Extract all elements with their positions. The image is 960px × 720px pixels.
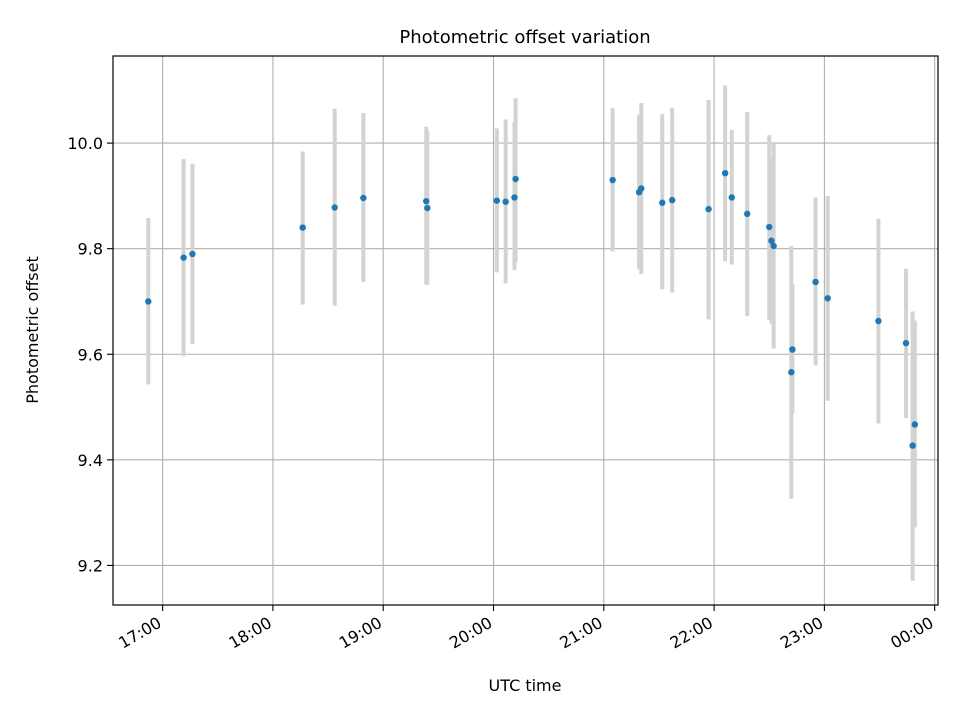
data-point — [705, 205, 712, 213]
grid — [113, 56, 938, 605]
data-points — [145, 169, 919, 449]
data-point — [770, 242, 777, 250]
data-point — [812, 278, 819, 286]
data-point — [493, 197, 501, 204]
y-tick-label: 10.0 — [67, 134, 103, 153]
data-point — [824, 295, 831, 302]
data-point — [788, 369, 795, 376]
data-point — [768, 237, 775, 244]
chart-title: Photometric offset variation — [399, 27, 650, 48]
y-tick-label: 9.2 — [78, 556, 103, 575]
y-tick-label: 9.6 — [78, 345, 103, 364]
data-point — [424, 204, 431, 212]
data-point — [668, 196, 676, 204]
data-point — [766, 223, 773, 231]
data-point — [789, 346, 796, 353]
data-point — [743, 210, 751, 218]
data-point — [875, 317, 882, 325]
data-point — [423, 197, 430, 205]
data-point — [511, 194, 518, 201]
data-point — [911, 421, 919, 428]
y-tick-label: 9.8 — [78, 240, 103, 259]
data-point — [331, 204, 338, 211]
data-point — [659, 199, 666, 206]
data-point — [609, 176, 616, 184]
data-point — [909, 442, 916, 449]
data-point — [512, 175, 519, 183]
data-point — [299, 224, 306, 231]
data-point — [902, 339, 910, 347]
data-point — [638, 185, 645, 192]
data-point — [189, 250, 196, 258]
x-axis-label: UTC time — [489, 676, 562, 695]
data-point — [145, 298, 152, 305]
data-point — [360, 194, 367, 202]
data-point — [180, 254, 187, 261]
y-axis-ticks: 9.2 9.4 9.6 9.8 10.0 — [67, 134, 113, 575]
data-point — [502, 198, 509, 205]
data-point — [728, 194, 735, 201]
y-axis-label: Photometric offset — [23, 256, 42, 404]
plot-frame — [112, 55, 939, 606]
y-tick-label: 9.4 — [78, 451, 103, 470]
data-point — [721, 169, 729, 177]
